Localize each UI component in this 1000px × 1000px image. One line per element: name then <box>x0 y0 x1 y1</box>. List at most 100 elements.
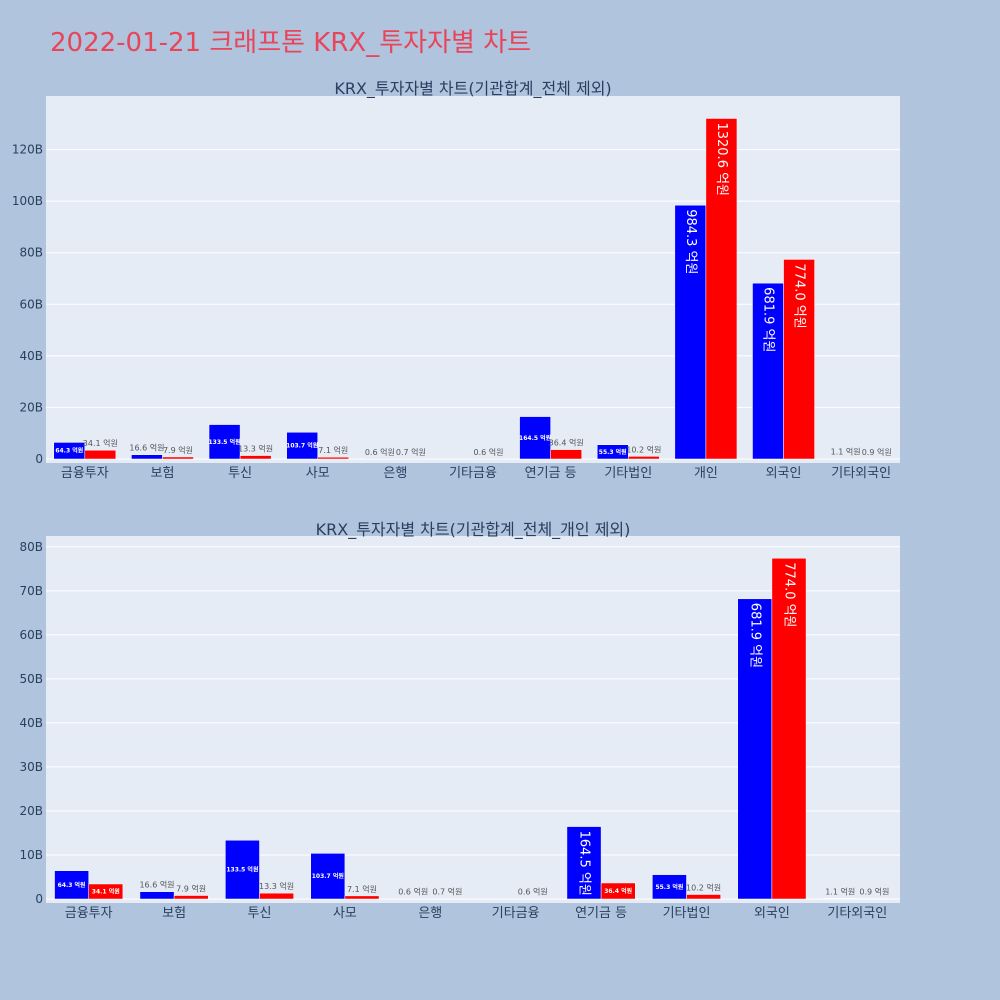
y-tick-label: 0 <box>35 892 43 906</box>
data-label: 0.6 억원 <box>474 447 504 457</box>
data-label: 7.1 억원 <box>347 884 377 894</box>
bar <box>566 826 602 900</box>
bar <box>131 454 163 460</box>
data-label: 1.1 억원 <box>825 887 855 897</box>
x-tick-label: 연기금 등 <box>575 906 627 921</box>
x-tick-label: 사모 <box>333 906 357 921</box>
y-tick-label: 40B <box>19 349 43 363</box>
data-label: 0.6 억원 <box>365 447 395 457</box>
data-label: 1.1 억원 <box>831 447 861 457</box>
data-label: 984.3 억원 <box>683 209 698 274</box>
data-label: 0.9 억원 <box>862 447 892 457</box>
y-tick-label: 60B <box>19 628 43 642</box>
x-tick-label: 기타법인 <box>663 906 711 921</box>
bar <box>705 118 738 460</box>
x-tick-label: 외국인 <box>766 466 802 481</box>
data-label: 36.4 억원 <box>549 438 584 448</box>
x-tick-label: 기타외국인 <box>827 906 887 921</box>
bar <box>84 449 117 460</box>
data-label: 681.9 억원 <box>761 287 776 352</box>
bar <box>208 424 241 460</box>
x-tick-label: 투신 <box>248 906 272 921</box>
bar <box>310 853 346 900</box>
bar <box>783 259 815 460</box>
x-tick-label: 은행 <box>383 465 407 481</box>
x-tick-label: 보험 <box>162 906 186 921</box>
data-label: 133.5 억원 <box>226 866 258 874</box>
x-tick-label: 투신 <box>228 466 252 481</box>
page-title: 2022-01-21 크래프톤 KRX_투자자별 차트 <box>50 28 532 58</box>
bar <box>752 282 784 460</box>
data-label: 55.3 억원 <box>655 883 683 891</box>
data-label: 7.9 억원 <box>163 445 193 455</box>
data-label: 16.6 억원 <box>139 880 174 890</box>
y-tick-label: 20B <box>19 400 43 414</box>
data-label: 164.5 억원 <box>577 831 592 896</box>
data-label: 0.7 억원 <box>396 447 426 457</box>
bar <box>674 204 707 460</box>
chart-title: KRX_투자자별 차트(기관합계_전체 제외) <box>334 79 611 99</box>
data-label: 774.0 억원 <box>792 263 807 328</box>
data-label: 0.6 억원 <box>518 887 548 897</box>
y-tick-label: 120B <box>12 143 43 157</box>
y-tick-label: 80B <box>19 246 43 260</box>
bar <box>88 883 124 900</box>
x-tick-label: 사모 <box>306 466 330 481</box>
x-tick-label: 보험 <box>150 466 174 481</box>
data-label: 64.3 억원 <box>55 447 83 455</box>
data-label: 36.4 억원 <box>604 887 632 895</box>
data-label: 10.2 억원 <box>686 883 721 893</box>
bar <box>519 416 551 460</box>
data-label: 0.7 억원 <box>432 887 462 897</box>
bar <box>139 891 175 900</box>
data-label: 34.1 억원 <box>92 887 120 895</box>
chart-1: 0 20B 40B 60B 80B 100B 120B KRX_투자자별 차트(기관합계_전체… <box>12 79 900 481</box>
chart-title: KRX_투자자별 차트(기관합계_전체_개인 제외) <box>316 520 631 540</box>
bar <box>596 444 629 460</box>
x-tick-label: 금융투자 <box>65 906 113 921</box>
x-tick-label: 외국인 <box>754 906 790 921</box>
x-tick-label: 개인 <box>694 466 718 481</box>
bar <box>239 455 272 460</box>
data-label: 103.7 억원 <box>312 872 344 880</box>
x-tick-label: 기타외국인 <box>831 466 891 481</box>
data-label: 13.3 억원 <box>259 881 294 891</box>
bar <box>317 456 350 460</box>
data-label: 10.2 억원 <box>626 444 661 454</box>
data-label: 681.9 억원 <box>747 603 762 668</box>
data-label: 7.1 억원 <box>318 445 348 455</box>
data-label: 7.9 억원 <box>176 884 206 894</box>
chart-2: 0 10B 20B 30B 40B 50B 60B 70B 80B KRX_투자자별 차트(기관합… <box>19 520 900 921</box>
data-label: 55.3 억원 <box>599 448 627 456</box>
y-tick-label: 30B <box>19 760 43 774</box>
data-label: 774.0 억원 <box>781 562 796 627</box>
data-label: 133.5 억원 <box>209 438 241 446</box>
x-tick-label: 기타금융 <box>449 466 497 481</box>
data-label: 103.7 억원 <box>286 442 318 450</box>
bar <box>686 894 721 900</box>
bar <box>628 456 660 460</box>
bar <box>225 839 260 900</box>
data-label: 16.6 억원 <box>129 443 164 453</box>
data-label: 34.1 억원 <box>83 438 118 448</box>
bar <box>259 892 294 900</box>
data-label: 0.6 억원 <box>398 887 428 897</box>
x-tick-label: 기타법인 <box>604 466 652 481</box>
y-tick-label: 80B <box>19 540 43 554</box>
bar <box>600 882 636 900</box>
bar <box>652 874 687 900</box>
x-tick-label: 은행 <box>418 905 442 921</box>
y-tick-label: 10B <box>19 848 43 862</box>
data-label: 1320.6 억원 <box>714 122 729 196</box>
bar <box>162 456 194 460</box>
bar <box>173 895 209 900</box>
x-tick-label: 금융투자 <box>61 466 109 481</box>
y-tick-label: 20B <box>19 804 43 818</box>
x-tick-label: 기타금융 <box>492 906 540 921</box>
bar <box>550 449 582 460</box>
y-tick-label: 70B <box>19 584 43 598</box>
y-tick-label: 100B <box>12 194 43 208</box>
data-label: 0.9 억원 <box>859 887 889 897</box>
